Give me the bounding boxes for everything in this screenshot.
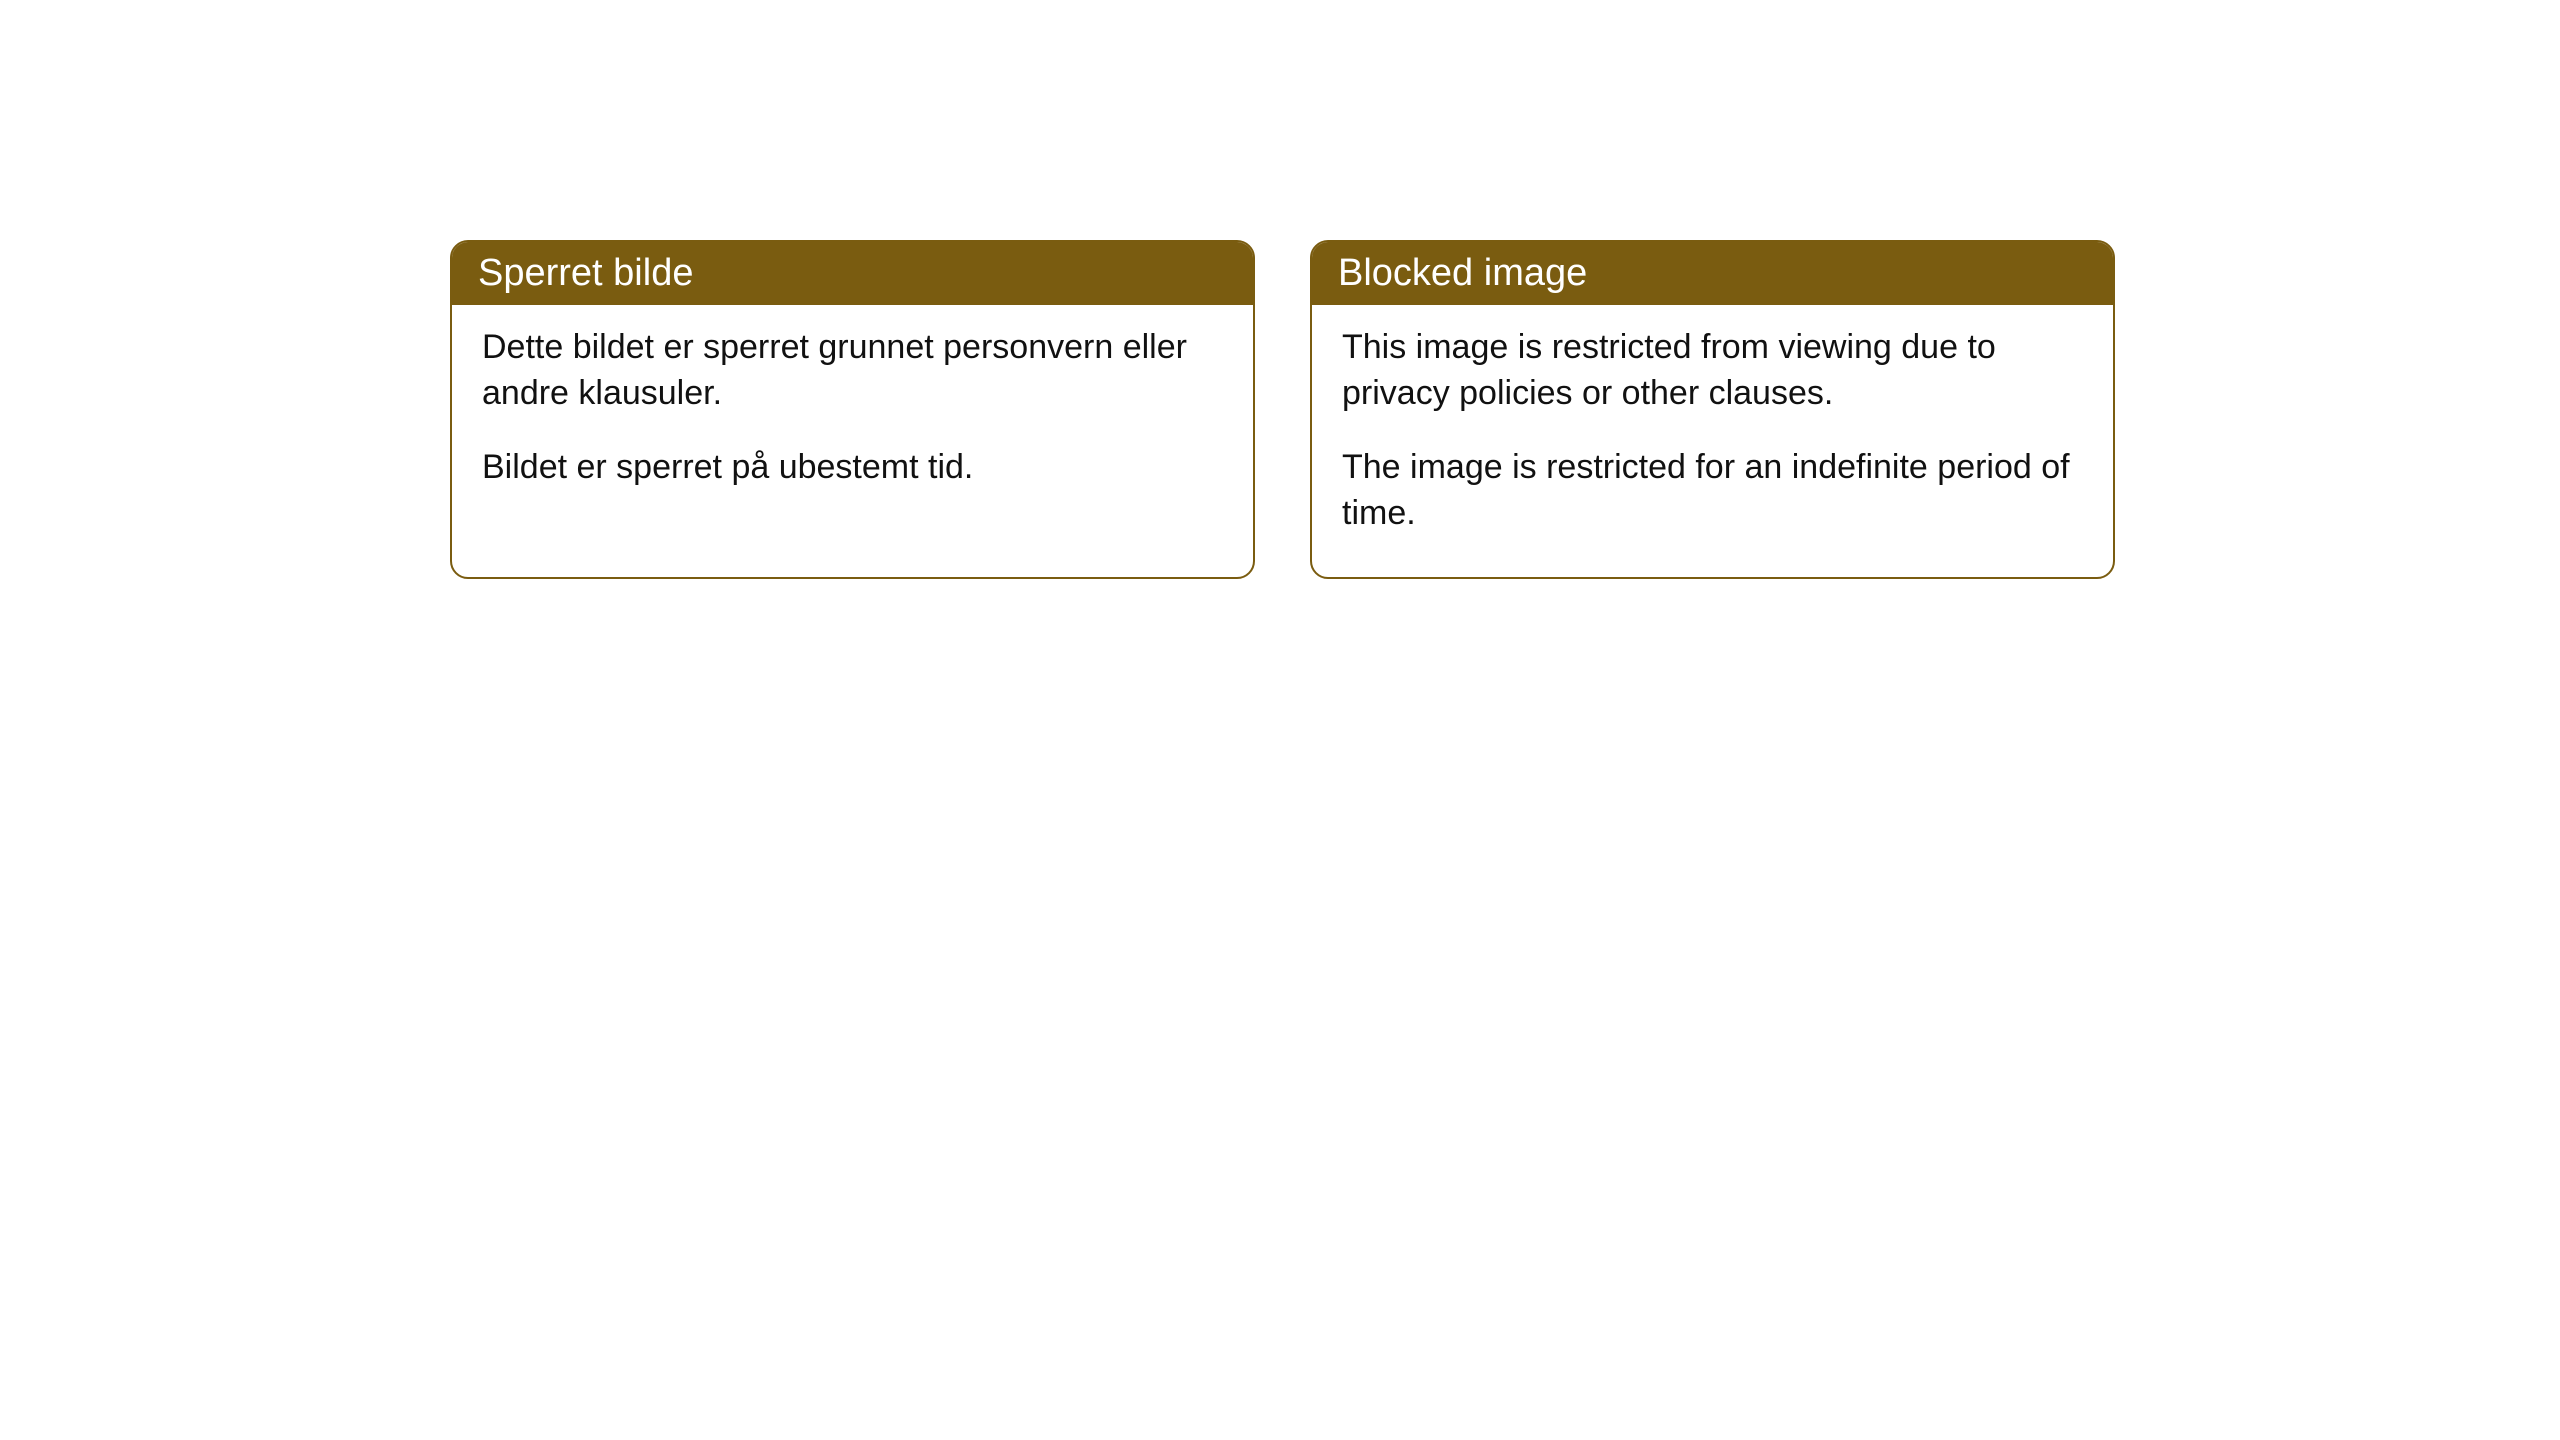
notice-card-norwegian: Sperret bilde Dette bildet er sperret gr… bbox=[450, 240, 1255, 579]
notice-card-english: Blocked image This image is restricted f… bbox=[1310, 240, 2115, 579]
card-body-english: This image is restricted from viewing du… bbox=[1312, 305, 2113, 577]
card-body-norwegian: Dette bildet er sperret grunnet personve… bbox=[452, 305, 1253, 531]
card-title-english: Blocked image bbox=[1312, 242, 2113, 305]
card-paragraph: This image is restricted from viewing du… bbox=[1342, 325, 2083, 417]
card-paragraph: Bildet er sperret på ubestemt tid. bbox=[482, 445, 1223, 491]
card-title-norwegian: Sperret bilde bbox=[452, 242, 1253, 305]
card-paragraph: The image is restricted for an indefinit… bbox=[1342, 445, 2083, 537]
notice-card-container: Sperret bilde Dette bildet er sperret gr… bbox=[450, 240, 2115, 579]
card-paragraph: Dette bildet er sperret grunnet personve… bbox=[482, 325, 1223, 417]
